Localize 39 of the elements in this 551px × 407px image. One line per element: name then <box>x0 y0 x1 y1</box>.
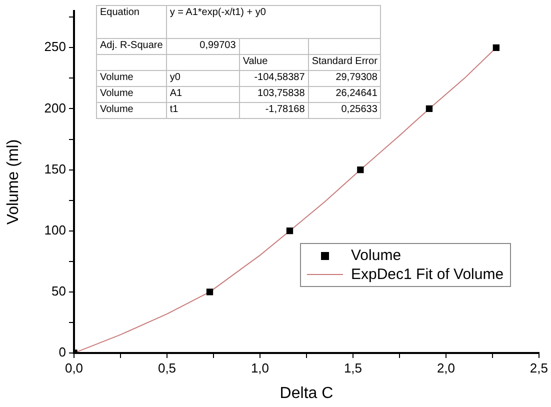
point <box>357 166 364 174</box>
annotation: 103,75838 <box>239 86 308 102</box>
x-tick-label: 1,5 <box>344 360 362 376</box>
annotation: Volume <box>96 70 166 86</box>
y-tick-label: 150 <box>44 161 66 176</box>
annotation: Value <box>239 54 308 70</box>
annotation: 0,25633 <box>308 102 381 118</box>
y-axis-title: Volume (ml) <box>5 139 22 225</box>
point <box>492 44 500 51</box>
annotation: 29,79308 <box>308 70 381 86</box>
x-tick-label: 1,0 <box>250 360 270 376</box>
x-tick-label: 2,5 <box>530 360 548 376</box>
x-tick-label: 2,0 <box>436 360 456 376</box>
annotation: y0 <box>166 70 240 86</box>
annotation: Adj. R-Square <box>96 38 166 54</box>
annotation: t1 <box>166 102 240 118</box>
annotation: y = A1*exp(-x/t1) + y0 <box>166 6 381 38</box>
point <box>206 288 214 296</box>
x-axis-title: Delta C <box>280 384 334 402</box>
annotation: Equation <box>96 6 166 38</box>
y-tick-label: 200 <box>44 100 66 116</box>
y-tick-label: 0 <box>58 344 66 360</box>
annotation: 26,24641 <box>308 86 381 102</box>
y-tick-label: 100 <box>44 222 66 238</box>
legend-label: ExpDec1 Fit of Volume <box>351 266 504 283</box>
x-tick-label: 0,0 <box>64 360 84 376</box>
y-tick-label: 250 <box>44 39 66 54</box>
annotation: A1 <box>166 86 240 102</box>
legend-label: Volume <box>351 247 402 264</box>
point <box>426 105 433 112</box>
point <box>286 228 294 234</box>
annotation: -104,58387 <box>239 70 308 86</box>
annotation: Volume <box>96 86 166 102</box>
annotation: Standard Error <box>308 54 381 70</box>
annotation: 0,99703 <box>166 38 240 54</box>
annotation: -1,78168 <box>239 102 308 118</box>
y-tick-label: 50 <box>52 284 66 299</box>
x-tick-label: 0,5 <box>158 360 176 376</box>
annotation: Volume <box>96 102 166 118</box>
